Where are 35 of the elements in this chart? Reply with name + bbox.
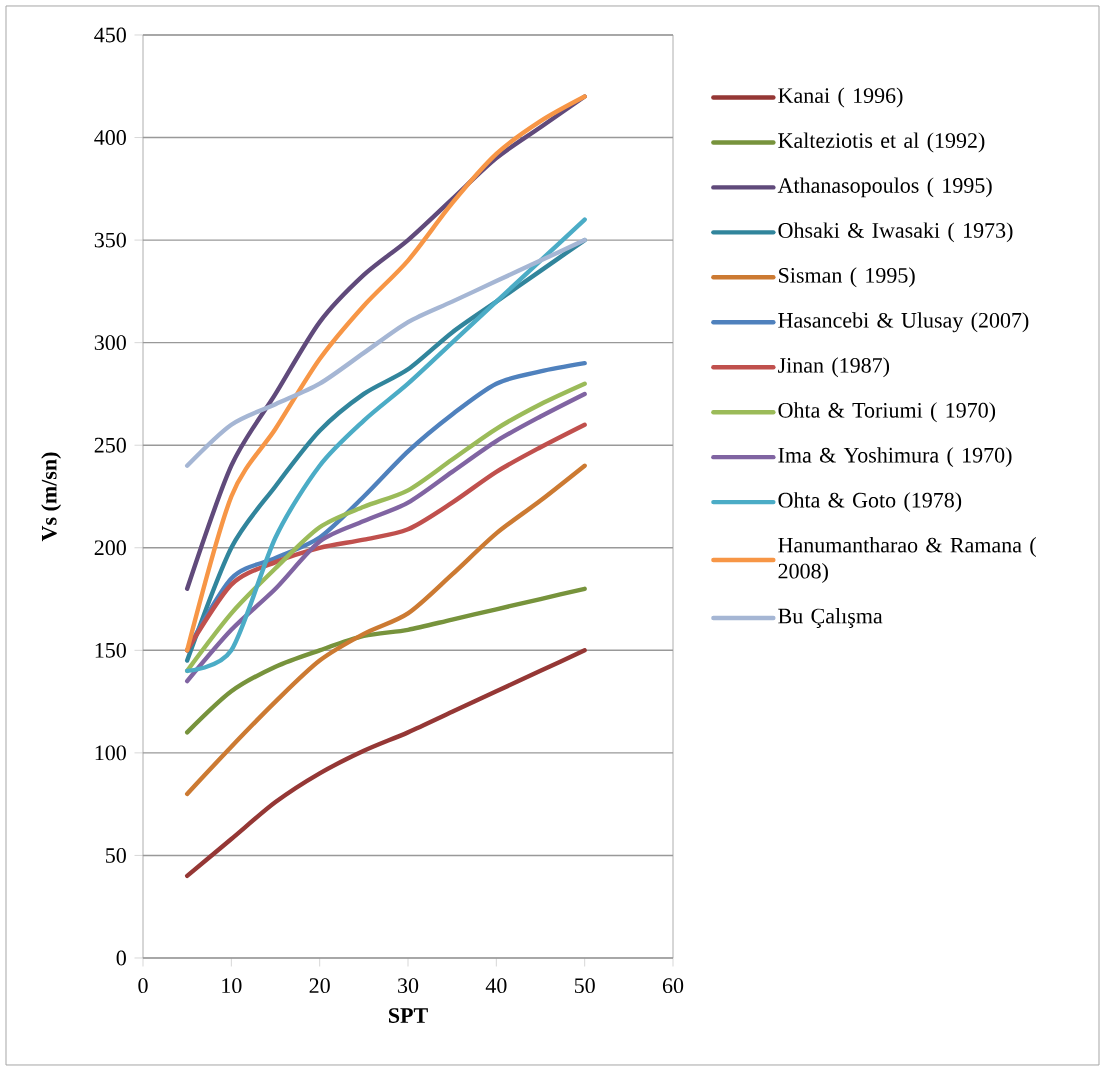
legend-label: Sisman ( 1995) bbox=[779, 267, 915, 288]
legend-label: Hasancebi & Ulusay (2007) bbox=[778, 312, 1029, 333]
y-tick-label: 300 bbox=[94, 335, 126, 351]
y-tick-label: 200 bbox=[94, 540, 126, 556]
x-tick-label: 30 bbox=[398, 978, 419, 994]
y-tick-label: 250 bbox=[94, 437, 126, 453]
y-tick-label: 150 bbox=[95, 642, 126, 658]
y-axis-title: Vs (m/sn) bbox=[41, 452, 62, 542]
legend-label: Bu Çalışma bbox=[778, 608, 883, 628]
x-tick-label: 20 bbox=[309, 978, 330, 994]
y-tick-label: 50 bbox=[106, 848, 126, 863]
y-tick-label: 0 bbox=[116, 950, 126, 966]
line-series bbox=[184, 586, 587, 735]
x-tick-label: 50 bbox=[574, 978, 595, 994]
legend-label: Kalteziotis et al (1992) bbox=[778, 132, 985, 153]
y-tick-label: 350 bbox=[94, 232, 126, 248]
legend-label: Ohsaki & Iwasaki ( 1973) bbox=[778, 222, 1013, 243]
x-tick-label: 0 bbox=[138, 978, 148, 994]
legend-label: Ima & Yoshimura ( 1970) bbox=[778, 447, 1012, 468]
line-series bbox=[184, 648, 587, 879]
y-tick-label: 450 bbox=[94, 27, 126, 43]
legend-label: Athanasopoulos ( 1995) bbox=[777, 177, 992, 198]
legend-label: Kanai ( 1996) bbox=[778, 87, 903, 108]
line-series bbox=[184, 237, 587, 468]
x-axis-title: SPT bbox=[388, 1008, 428, 1023]
x-tick-label: 10 bbox=[222, 978, 242, 994]
legend-label: Jinan (1987) bbox=[778, 357, 890, 378]
legend-label: Ohta & Goto (1978) bbox=[778, 492, 962, 513]
y-tick-label: 100 bbox=[95, 745, 126, 761]
y-tick-label: 400 bbox=[94, 130, 126, 145]
line-series bbox=[184, 463, 587, 797]
legend-label: Hanumantharao & Ramana ( 2008) bbox=[778, 537, 1036, 584]
x-tick-label: 40 bbox=[485, 978, 507, 994]
x-tick-label: 60 bbox=[662, 978, 684, 994]
legend-label: Ohta & Toriumi ( 1970) bbox=[778, 402, 996, 423]
